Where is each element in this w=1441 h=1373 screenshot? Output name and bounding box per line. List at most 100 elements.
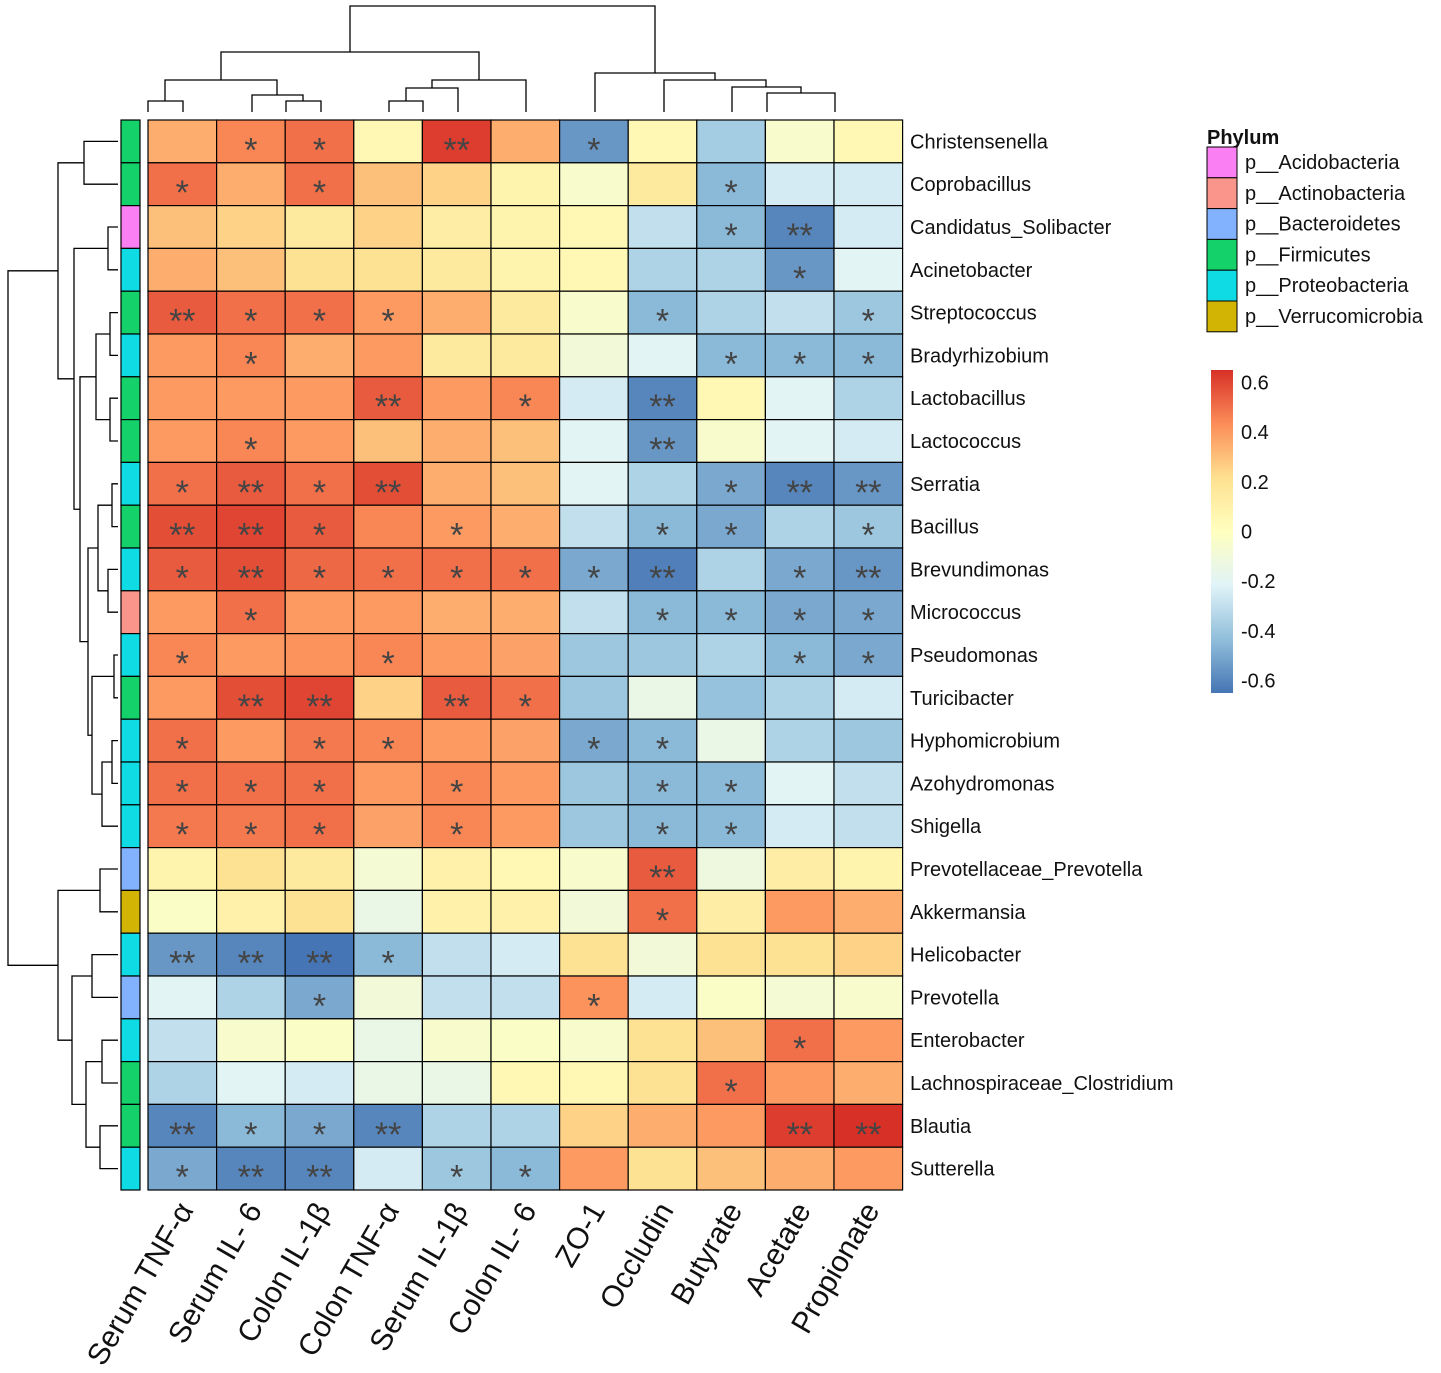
significance-star: * — [450, 559, 463, 597]
significance-star: * — [519, 559, 532, 597]
heatmap-cell — [627, 675, 698, 720]
heatmap-cell — [833, 247, 904, 292]
row-label: Streptococcus — [910, 303, 1037, 325]
heatmap-cell — [764, 718, 835, 763]
significance-star: * — [656, 816, 669, 854]
significance-star: * — [724, 773, 737, 811]
heatmap-cell — [696, 119, 766, 164]
significance-star: * — [244, 431, 257, 469]
significance-star: ** — [169, 945, 195, 983]
heatmap-cell — [490, 1018, 561, 1063]
significance-star: ** — [786, 1116, 812, 1154]
colorbar-tick-label: -0.4 — [1241, 621, 1275, 643]
heatmap-cell — [558, 247, 629, 292]
heatmap-cell — [627, 975, 698, 1020]
heatmap-cell — [833, 1018, 904, 1063]
significance-star: * — [381, 645, 394, 683]
significance-star: * — [313, 174, 326, 212]
colorbar-tick-label: 0 — [1241, 522, 1252, 544]
phylum-chip — [120, 1146, 141, 1191]
heatmap-cell — [216, 1018, 286, 1063]
heatmap-cell — [627, 333, 698, 378]
heatmap-cell — [833, 761, 904, 806]
heatmap-cell — [284, 1103, 355, 1148]
colorbar-tick-label: -0.2 — [1241, 571, 1275, 593]
heatmap-cell — [833, 333, 904, 378]
significance-star: * — [793, 645, 806, 683]
heatmap-cell — [490, 1146, 561, 1191]
heatmap-cell — [421, 590, 492, 635]
significance-star: * — [176, 773, 189, 811]
row-label: Coprobacillus — [910, 174, 1031, 196]
significance-star: * — [313, 131, 326, 169]
heatmap-cell — [147, 632, 218, 677]
significance-star: * — [244, 303, 257, 341]
phylum-chip — [120, 119, 141, 164]
row-label: Blautia — [910, 1116, 972, 1138]
heatmap-cell — [490, 1103, 561, 1148]
significance-star: * — [313, 474, 326, 512]
significance-star: ** — [238, 688, 264, 726]
heatmap-cell — [696, 376, 766, 421]
heatmap-cell — [216, 547, 286, 592]
heatmap-cell — [284, 376, 355, 421]
legend-label: p__Proteobacteria — [1245, 275, 1409, 297]
significance-star: * — [656, 731, 669, 769]
row-label: Sutterella — [910, 1159, 995, 1181]
legend-label: p__Firmicutes — [1245, 244, 1371, 266]
heatmap-cell — [147, 804, 218, 849]
row-label: Brevundimonas — [910, 559, 1049, 581]
heatmap-cell — [284, 590, 355, 635]
heatmap-cell — [490, 761, 561, 806]
heatmap-cell — [696, 675, 766, 720]
heatmap-cell — [353, 804, 423, 849]
heatmap-cell — [696, 718, 766, 763]
heatmap-cell — [490, 932, 561, 977]
heatmap-cell — [284, 804, 355, 849]
phylum-chip — [120, 547, 141, 592]
significance-star: * — [587, 131, 600, 169]
row-label: Lactococcus — [910, 431, 1021, 453]
heatmap-cell — [833, 975, 904, 1020]
row-label: Hyphomicrobium — [910, 731, 1060, 753]
heatmap-cell — [490, 247, 561, 292]
significance-star: * — [450, 816, 463, 854]
significance-star: * — [724, 174, 737, 212]
heatmap-cell — [764, 761, 835, 806]
heatmap-cell — [147, 932, 218, 977]
colorbar: 0.6 0.4 0.2 0 -0.2 -0.4 -0.6 — [1211, 370, 1275, 693]
heatmap-cell — [558, 975, 629, 1020]
heatmap-cell — [696, 590, 766, 635]
legend-swatch — [1206, 238, 1238, 271]
significance-star: * — [862, 303, 875, 341]
heatmap-cell — [696, 761, 766, 806]
significance-star: ** — [649, 388, 675, 426]
row-label: Turicibacter — [910, 688, 1014, 710]
heatmap-cell — [490, 119, 561, 164]
heatmap-cell — [558, 718, 629, 763]
heatmap-cell — [216, 1103, 286, 1148]
heatmap-cell — [216, 975, 286, 1020]
row-label: Lactobacillus — [910, 388, 1026, 410]
heatmap-cell — [558, 419, 629, 464]
significance-star: ** — [306, 688, 332, 726]
heatmap-cell — [696, 804, 766, 849]
heatmap-cell — [764, 632, 835, 677]
significance-star: * — [519, 688, 532, 726]
phylum-annotation-strip — [120, 119, 141, 1191]
heatmap-cell — [421, 376, 492, 421]
colorbar-gradient — [1211, 370, 1233, 693]
significance-markers: * * ** ** * ** ***** * * * * ** * * *** * *** *** ** * ** * **… — [169, 131, 881, 1196]
heatmap-cell — [696, 290, 766, 335]
heatmap-cell — [627, 205, 698, 250]
heatmap-cell — [284, 1060, 355, 1105]
heatmap-cell — [421, 975, 492, 1020]
heatmap-cell — [833, 590, 904, 635]
heatmap-cell — [558, 932, 629, 977]
heatmap-cell — [421, 1103, 492, 1148]
significance-star: * — [656, 602, 669, 640]
legend-swatch — [1206, 300, 1238, 333]
heatmap-cell — [490, 504, 561, 549]
significance-star: * — [176, 1159, 189, 1197]
heatmap-cell — [147, 1060, 218, 1105]
